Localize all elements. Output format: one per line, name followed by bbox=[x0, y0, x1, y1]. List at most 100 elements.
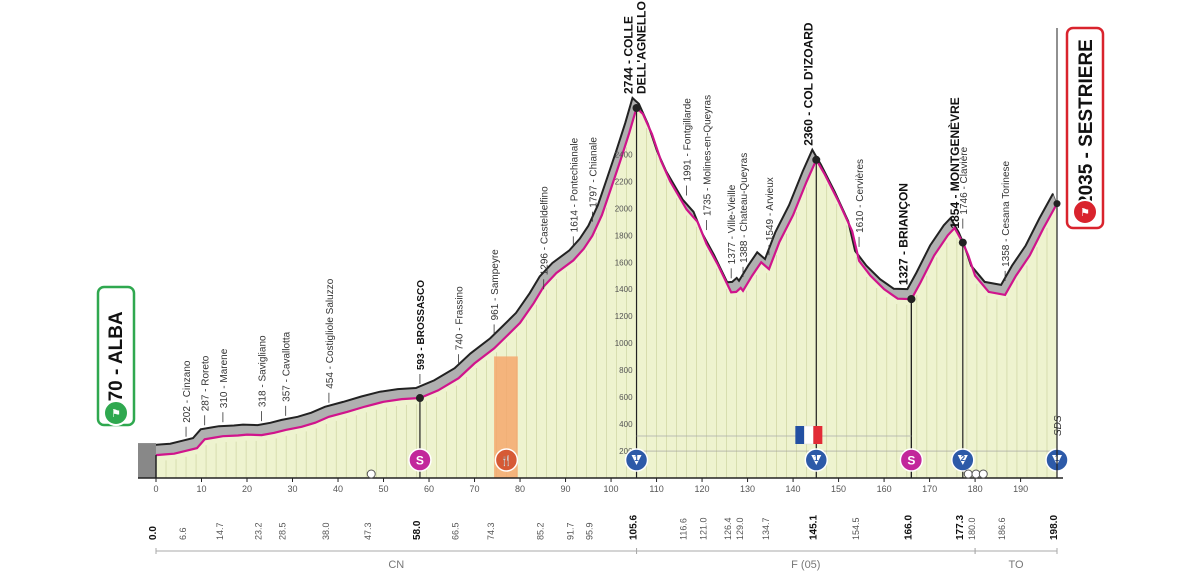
km-marker-label: 116.6 bbox=[679, 518, 689, 540]
km-marker-label: 95.9 bbox=[584, 522, 594, 540]
summit-dot bbox=[632, 104, 641, 112]
x-axis-tick-label: 30 bbox=[288, 484, 298, 494]
alt-scale-label: 2200 bbox=[615, 177, 633, 186]
alt-scale-label: 1000 bbox=[615, 339, 633, 348]
x-axis-tick-label: 190 bbox=[1013, 484, 1028, 494]
region-label: TO bbox=[1009, 559, 1025, 571]
rail-crossing-icon bbox=[366, 469, 376, 479]
summit-label: 2744 - COLLE bbox=[622, 16, 636, 94]
km-marker-label: 28.5 bbox=[278, 522, 288, 540]
place-label: 1388 - Chateau-Queyras bbox=[739, 153, 750, 263]
x-axis-tick-label: 170 bbox=[922, 484, 937, 494]
kom-triangle bbox=[631, 455, 642, 465]
alt-scale-label: 600 bbox=[619, 393, 633, 402]
x-axis-tick-label: 60 bbox=[424, 484, 434, 494]
km-marker-label: 0.0 bbox=[148, 526, 159, 540]
kom-category: 2 bbox=[961, 454, 966, 463]
sprint-symbol: S bbox=[416, 454, 424, 468]
km-marker-label: 177.3 bbox=[955, 515, 966, 540]
kom-triangle bbox=[957, 455, 968, 465]
summit-label: 2360 - COL D'IZOARD bbox=[801, 22, 815, 146]
kom-triangle bbox=[811, 455, 822, 465]
x-axis-tick-label: 150 bbox=[831, 484, 846, 494]
place-label: 454 - Costigliole Saluzzo bbox=[325, 278, 336, 388]
x-axis-tick-label: 50 bbox=[379, 484, 389, 494]
km-marker-label: 134.7 bbox=[761, 517, 771, 540]
place-label: 310 - Marene bbox=[219, 348, 230, 408]
x-axis-tick-label: 130 bbox=[740, 484, 755, 494]
alt-scale-label: 2000 bbox=[615, 204, 633, 213]
summit-dot bbox=[958, 238, 967, 247]
place-label: 1296 - Casteldelfino bbox=[540, 186, 551, 275]
km-marker-label: 38.0 bbox=[321, 522, 331, 540]
place-label: 740 - Frassino bbox=[455, 286, 466, 350]
km-marker-label: 23.2 bbox=[254, 522, 264, 540]
sprint-dot bbox=[907, 295, 916, 304]
region-label: F (05) bbox=[791, 559, 820, 571]
km-marker-label: 91.7 bbox=[565, 522, 575, 540]
summit-dot bbox=[812, 155, 821, 164]
summit-label: 1327 - BRIANÇON bbox=[896, 183, 910, 285]
place-label: 357 - Cavallotta bbox=[282, 331, 293, 401]
x-axis-tick-label: 140 bbox=[786, 484, 801, 494]
x-axis-tick-label: 90 bbox=[561, 484, 571, 494]
summit-label: DELL'AGNELLO bbox=[635, 1, 649, 94]
alt-scale-label: 200 bbox=[619, 447, 633, 456]
x-axis-tick-label: 100 bbox=[604, 484, 619, 494]
start-label: 170 - ALBA bbox=[106, 311, 127, 412]
place-label: 961 - Sampeyre bbox=[490, 249, 501, 321]
flag-france-red bbox=[813, 426, 823, 444]
place-label: 1549 - Arvieux bbox=[765, 177, 776, 241]
finish-label: 2035 - SESTRIERE bbox=[1076, 39, 1097, 206]
kom-category: 1 bbox=[814, 454, 819, 463]
km-marker-label: 74.3 bbox=[486, 522, 496, 540]
km-marker-label: 145.1 bbox=[808, 515, 819, 540]
x-axis-tick-label: 160 bbox=[877, 484, 892, 494]
km-marker-label: 6.6 bbox=[178, 527, 188, 540]
km-marker-label: 14.7 bbox=[215, 522, 225, 540]
alt-scale-label: 2400 bbox=[615, 150, 633, 159]
km-marker-label: 129.0 bbox=[735, 517, 745, 540]
place-label: 287 - Roreto bbox=[201, 355, 212, 411]
km-marker-label: 66.5 bbox=[451, 522, 461, 540]
x-axis-tick-label: 20 bbox=[242, 484, 252, 494]
finish-label-box bbox=[1065, 26, 1105, 230]
alt-scale-label: 1600 bbox=[615, 258, 633, 267]
place-label: 318 - Savigliano bbox=[258, 335, 269, 407]
region-bracket bbox=[155, 548, 638, 554]
alt-scale-label: 1800 bbox=[615, 231, 633, 240]
sprint-symbol: S bbox=[907, 454, 915, 468]
feed-zone-symbol: 🍴 bbox=[500, 454, 512, 467]
region-bracket bbox=[636, 548, 976, 554]
start-bike-icon: ⚑ bbox=[111, 408, 121, 420]
km-marker-label: 121.0 bbox=[699, 517, 709, 540]
km-marker-label: 58.0 bbox=[412, 520, 423, 540]
x-axis-tick-label: 120 bbox=[695, 484, 710, 494]
summit-label: 1854 - MONTGENÈVRE bbox=[947, 97, 962, 228]
place-label: 1746 - Clavière bbox=[959, 146, 970, 214]
kom-category: 1 bbox=[634, 454, 639, 463]
sds-label: SDS bbox=[1053, 415, 1064, 436]
feed-zone-band bbox=[494, 356, 518, 478]
pass-marker-icon bbox=[963, 469, 973, 479]
sprint-icon bbox=[408, 448, 432, 472]
place-label: 1377 - Ville-Vieille bbox=[727, 184, 738, 264]
x-axis-tick-label: 40 bbox=[333, 484, 343, 494]
place-label: 202 - Cinzano bbox=[182, 360, 193, 423]
x-axis-tick-label: 180 bbox=[968, 484, 983, 494]
km-marker-label: 154.5 bbox=[851, 517, 861, 540]
x-axis-tick-label: 70 bbox=[470, 484, 480, 494]
km-marker-label: 126.4 bbox=[723, 517, 733, 540]
km-marker-label: 166.0 bbox=[903, 515, 914, 540]
alt-scale-label: 1200 bbox=[615, 312, 633, 321]
flag-france-white bbox=[804, 425, 814, 445]
x-axis-tick-label: 80 bbox=[515, 484, 525, 494]
place-label: 593 - BROSSASCO bbox=[416, 280, 427, 370]
place-label: 1614 - Pontechianale bbox=[569, 137, 580, 232]
km-marker-label: 180.0 bbox=[967, 517, 977, 540]
region-label: CN bbox=[388, 559, 404, 571]
x-axis-tick-label: 10 bbox=[196, 484, 206, 494]
alt-scale-label: 800 bbox=[619, 366, 633, 375]
